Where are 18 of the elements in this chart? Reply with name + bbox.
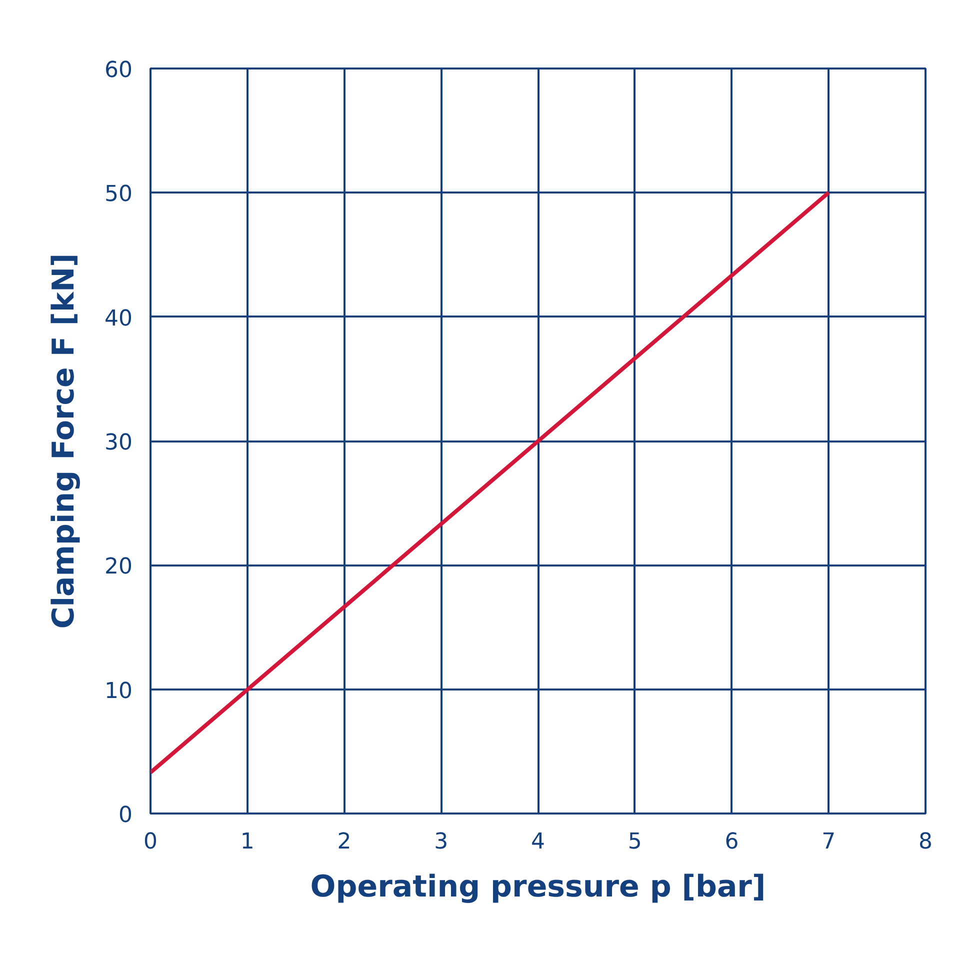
y-tick-label: 50 xyxy=(104,182,133,208)
x-tick-label: 7 xyxy=(822,830,836,854)
x-tick-label: 1 xyxy=(240,830,254,854)
y-tick-label: 30 xyxy=(104,430,133,456)
x-tick-label: 0 xyxy=(144,830,158,854)
y-axis-title: Clamping Force F [kN] xyxy=(46,253,82,629)
x-tick-label: 5 xyxy=(628,830,642,854)
y-tick-label: 10 xyxy=(104,678,133,704)
y-tick-label: 60 xyxy=(104,58,133,83)
x-tick-label: 8 xyxy=(918,830,932,854)
x-tick-label: 3 xyxy=(434,830,448,854)
y-tick-label: 20 xyxy=(104,554,133,580)
x-tick-label: 2 xyxy=(337,830,352,854)
y-tick-label: 40 xyxy=(104,306,133,332)
x-tick-label: 6 xyxy=(724,830,739,854)
y-tick-label: 0 xyxy=(118,803,133,828)
x-axis-title: Operating pressure p [bar] xyxy=(310,870,766,904)
x-tick-label: 4 xyxy=(531,830,545,854)
